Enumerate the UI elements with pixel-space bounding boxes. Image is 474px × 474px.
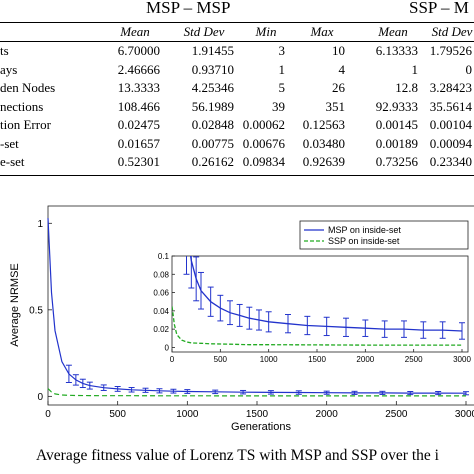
table-cell: 0.00094 bbox=[429, 135, 472, 151]
table-cell: 1.91455 bbox=[191, 43, 234, 58]
inset-x-tick-label: 2000 bbox=[356, 355, 374, 364]
table-rule-header bbox=[0, 41, 474, 42]
row-label: -set bbox=[0, 135, 19, 151]
table-cell: 92.9333 bbox=[375, 98, 418, 114]
x-tick-label: 3000 bbox=[455, 409, 474, 420]
table-cell: 1 bbox=[278, 61, 286, 77]
table-cell: 0.52301 bbox=[117, 154, 160, 169]
table-cell: 35.5614 bbox=[429, 98, 472, 114]
table-cell: 5 bbox=[278, 80, 286, 95]
inset-y-tick-label: 0.04 bbox=[153, 307, 169, 316]
table-cell: 0.26162 bbox=[191, 154, 234, 169]
table-cell: 351 bbox=[325, 98, 346, 114]
table-cell: 1 bbox=[411, 61, 419, 77]
row-label: nections bbox=[0, 98, 44, 114]
table-cell: 0.02475 bbox=[117, 117, 160, 132]
table-cell: 10 bbox=[332, 43, 345, 58]
table-cell: 6.70000 bbox=[117, 43, 160, 58]
x-tick-label: 500 bbox=[109, 409, 126, 420]
table-rule-top bbox=[0, 22, 474, 23]
column-header-mean: Mean bbox=[120, 24, 150, 39]
x-tick-label: 2500 bbox=[385, 409, 408, 420]
y-tick-label: 1 bbox=[37, 219, 43, 230]
table-cell: 0.92639 bbox=[302, 154, 345, 169]
y-tick-label: 0.5 bbox=[29, 305, 43, 316]
column-header-std-dev: Std Dev bbox=[183, 24, 225, 39]
inset-y-tick-label: 0.06 bbox=[153, 289, 169, 298]
table-cell: 13.3333 bbox=[117, 80, 160, 95]
row-label: ts bbox=[0, 43, 9, 58]
column-header-std-dev-2: Std Dev bbox=[431, 24, 473, 39]
table-cell: 1.79526 bbox=[429, 43, 472, 58]
table-cell: 26 bbox=[332, 80, 345, 95]
table-cell: 3.28423 bbox=[429, 80, 472, 95]
inset-x-tick-label: 1000 bbox=[260, 355, 278, 364]
inset-y-tick-label: 0 bbox=[165, 343, 170, 352]
inset-series-group bbox=[172, 256, 465, 346]
inset-y-tick-label: 0.02 bbox=[153, 325, 169, 334]
row-label: tion Error bbox=[0, 117, 51, 132]
row-label: e-set bbox=[0, 154, 25, 169]
table-cell: 108.466 bbox=[117, 98, 160, 114]
group-header-ssp: SSP – M bbox=[409, 0, 469, 17]
main-series-line-1 bbox=[47, 388, 466, 397]
table-cell: 0.23340 bbox=[429, 154, 472, 169]
row-label: den Nodes bbox=[0, 80, 56, 95]
table-cell: 0.00189 bbox=[375, 135, 418, 151]
table-cell: 0.73256 bbox=[375, 154, 418, 169]
table-cell: 4.25346 bbox=[191, 80, 234, 95]
table-cell: 0.00104 bbox=[429, 117, 472, 132]
x-tick-label: 2000 bbox=[316, 409, 339, 420]
column-header-max: Max bbox=[310, 24, 334, 39]
table-cell: 0.12563 bbox=[302, 117, 345, 132]
inset-x-tick-label: 0 bbox=[170, 355, 175, 364]
inset-y-tick-label: 0.08 bbox=[153, 270, 169, 279]
table-cell: 0.01657 bbox=[117, 135, 160, 151]
inset-series-line-1 bbox=[172, 306, 462, 346]
table-cell: 4 bbox=[338, 61, 346, 77]
table-cell: 0.00676 bbox=[242, 135, 285, 151]
table-cell: 2.46666 bbox=[117, 61, 160, 77]
table-cell: 0 bbox=[465, 61, 473, 77]
table-cell: 0.00775 bbox=[191, 135, 234, 151]
table-cell: 0.02848 bbox=[191, 117, 234, 132]
inset-y-tick-label: 0.1 bbox=[158, 252, 170, 261]
table-cell: 0.93710 bbox=[191, 61, 234, 77]
y-axis-label: Average NRMSE bbox=[9, 263, 21, 347]
column-header-mean-2: Mean bbox=[378, 24, 408, 39]
x-axis-label: Generations bbox=[231, 421, 291, 433]
legend-entry: MSP on inside-set bbox=[328, 225, 401, 235]
results-table: MSP – MSP SSP – M Mean Std Dev Min Max M… bbox=[0, 0, 474, 200]
x-tick-label: 1500 bbox=[246, 409, 269, 420]
column-header-min: Min bbox=[255, 24, 277, 39]
table-cell: 0.09834 bbox=[242, 154, 285, 169]
table-cell: 6.13333 bbox=[375, 43, 418, 58]
table-cell: 12.8 bbox=[395, 80, 418, 95]
y-tick-label: 0 bbox=[37, 392, 43, 403]
inset-x-tick-label: 1500 bbox=[308, 355, 326, 364]
legend-box bbox=[299, 220, 469, 250]
inset-plot-area bbox=[171, 255, 469, 353]
table-cell: 56.1989 bbox=[191, 98, 234, 114]
table-cell: 39 bbox=[272, 98, 285, 114]
legend-entry: SSP on inside-set bbox=[328, 236, 400, 246]
inset-x-tick-label: 500 bbox=[214, 355, 228, 364]
group-header-msp: MSP – MSP bbox=[146, 0, 231, 17]
fitness-figure: 0 500 1000 1500 2000 2500 3000 0 0.5 1 Generations… bbox=[9, 205, 474, 433]
x-tick-label: 0 bbox=[45, 409, 51, 420]
table-cell: 3 bbox=[278, 43, 286, 58]
x-tick-label: 1000 bbox=[176, 409, 199, 420]
inset-x-tick-label: 2500 bbox=[405, 355, 423, 364]
row-label: ays bbox=[0, 61, 18, 77]
table-cell: 0.03480 bbox=[302, 135, 345, 151]
inset-x-tick-label: 3000 bbox=[453, 355, 471, 364]
table-cell: 0.00062 bbox=[242, 117, 285, 132]
table-cell: 0.00145 bbox=[375, 117, 418, 132]
table-rule-bottom bbox=[0, 175, 474, 176]
figure-caption: Average fitness value of Lorenz TS with … bbox=[36, 447, 439, 464]
